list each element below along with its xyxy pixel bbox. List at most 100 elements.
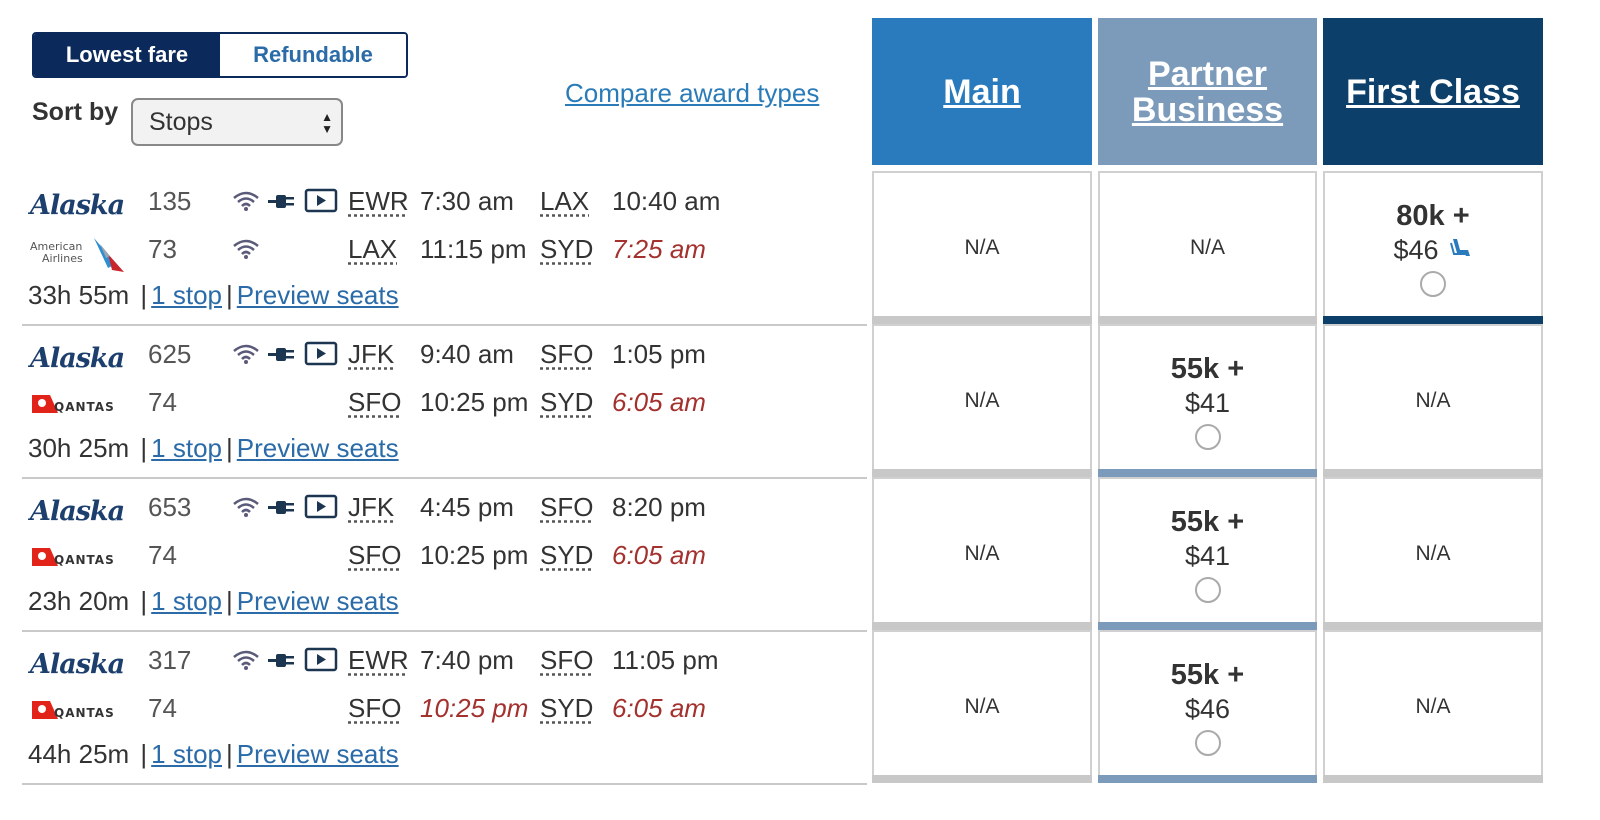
power-icon (266, 343, 298, 365)
departure-airport[interactable]: JFK (348, 339, 395, 369)
amenities (232, 492, 338, 522)
fare-cell-partner: N/A (1098, 171, 1317, 324)
stops-link[interactable]: 1 stop (151, 280, 222, 310)
departure-airport[interactable]: EWR (348, 186, 409, 216)
select-arrows-icon: ▲ ▼ (321, 110, 333, 136)
entertainment-icon (304, 341, 338, 367)
svg-text:Alaska: Alaska (28, 649, 124, 680)
fare-price: $41 (1185, 386, 1230, 420)
arrival-time: 11:05 pm (612, 645, 719, 675)
arrival-airport[interactable]: SFO (540, 492, 594, 522)
fare-cell-first: N/A (1323, 324, 1543, 477)
fare-unavailable: N/A (964, 694, 1000, 718)
fare-cell-main: N/A (872, 171, 1092, 324)
fare-availability-bar (872, 469, 1092, 477)
american-airlines-logo: American Airlines (28, 234, 140, 272)
flight-number: 74 (148, 540, 177, 570)
stops-link[interactable]: 1 stop (151, 433, 222, 463)
flight-row: Alaska. 317 EWR 7:40 pm SFO 11:05 pm QANTAS 74 S… (22, 631, 1547, 785)
fare-cell-partner[interactable]: 55k + $41 (1098, 477, 1317, 630)
wifi-icon (232, 238, 260, 260)
preview-seats-link[interactable]: Preview seats (236, 586, 399, 616)
fare-select-radio[interactable] (1420, 270, 1446, 297)
fare-availability-bar (872, 622, 1092, 630)
svg-text:.: . (115, 670, 117, 676)
svg-text:QANTAS: QANTAS (54, 553, 115, 567)
svg-text:Alaska: Alaska (28, 190, 124, 221)
svg-text:QANTAS: QANTAS (54, 706, 115, 720)
separator: | (226, 586, 233, 616)
svg-text:Airlines: Airlines (42, 252, 83, 265)
departure-airport[interactable]: JFK (348, 492, 395, 522)
fare-cell-partner[interactable]: 55k + $46 (1098, 630, 1317, 783)
svg-text:Alaska: Alaska (28, 343, 124, 374)
wifi-icon (232, 649, 260, 671)
departure-airport[interactable]: EWR (348, 645, 409, 675)
column-header-partner-business[interactable]: Partner Business (1098, 18, 1317, 165)
preview-seats-link[interactable]: Preview seats (236, 433, 399, 463)
fare-unavailable: N/A (1189, 235, 1225, 259)
departure-time: 10:25 pm (420, 693, 529, 723)
flight-number: 135 (148, 186, 192, 216)
fare-unavailable: N/A (964, 541, 1000, 565)
stops-link[interactable]: 1 stop (151, 739, 222, 769)
qantas-logo: QANTAS (28, 540, 140, 574)
arrival-time: 7:25 am (612, 234, 706, 264)
compare-award-types-link[interactable]: Compare award types (565, 78, 820, 108)
arrival-airport[interactable]: SYD (540, 693, 594, 723)
column-header-first-class[interactable]: First Class (1323, 18, 1543, 165)
flight-row: Alaska. 625 JFK 9:40 am SFO 1:05 pm QANTAS 74 SF… (22, 325, 1547, 479)
sort-select-value: Stops (149, 107, 213, 136)
arrival-airport[interactable]: SFO (540, 339, 594, 369)
fare-cell-first[interactable]: 80k + $46 (1323, 171, 1543, 324)
flight-meta: 23h 20m | 1 stop | Preview seats (28, 586, 399, 617)
entertainment-icon (304, 188, 338, 214)
amenities (232, 339, 338, 369)
svg-text:.: . (115, 517, 117, 523)
flight-number: 625 (148, 339, 192, 369)
separator: | (226, 433, 233, 463)
fare-availability-bar (1098, 622, 1317, 630)
fare-select-radio[interactable] (1194, 576, 1221, 603)
fare-price: $46 (1393, 233, 1472, 267)
flight-meta: 30h 25m | 1 stop | Preview seats (28, 433, 399, 464)
stops-link[interactable]: 1 stop (151, 586, 222, 616)
fare-cell-partner[interactable]: 55k + $41 (1098, 324, 1317, 477)
arrival-time: 8:20 pm (612, 492, 706, 522)
fare-price: $41 (1185, 539, 1230, 573)
arrival-airport[interactable]: SFO (540, 645, 594, 675)
fare-cell-main: N/A (872, 324, 1092, 477)
departure-airport[interactable]: LAX (348, 234, 398, 264)
alaska-airlines-logo: Alaska. (27, 647, 140, 681)
lowest-fare-option[interactable]: Lowest fare (34, 34, 220, 76)
preview-seats-link[interactable]: Preview seats (236, 280, 399, 310)
separator: | (226, 280, 233, 310)
arrival-airport[interactable]: LAX (540, 186, 590, 216)
departure-time: 7:40 pm (420, 645, 514, 675)
departure-airport[interactable]: SFO (348, 387, 402, 417)
sort-select[interactable]: Stops ▲ ▼ (131, 98, 343, 146)
column-header-main[interactable]: Main (872, 18, 1092, 165)
preview-seats-link[interactable]: Preview seats (236, 739, 399, 769)
entertainment-icon (304, 494, 338, 520)
arrival-airport[interactable]: SYD (540, 387, 594, 417)
fare-availability-bar (1323, 622, 1543, 630)
arrival-airport[interactable]: SYD (540, 540, 594, 570)
departure-airport[interactable]: SFO (348, 693, 402, 723)
fare-cell-main: N/A (872, 630, 1092, 783)
separator: | (140, 280, 148, 310)
separator: | (226, 739, 233, 769)
fare-unavailable: N/A (1415, 541, 1451, 565)
fare-cell-first: N/A (1323, 630, 1543, 783)
trip-duration: 44h 25m (28, 739, 137, 769)
departure-airport[interactable]: SFO (348, 540, 402, 570)
fare-select-radio[interactable] (1194, 423, 1221, 450)
fare-select-radio[interactable] (1194, 729, 1221, 756)
flight-number: 653 (148, 492, 192, 522)
refundable-option[interactable]: Refundable (220, 34, 406, 76)
fare-miles: 80k + (1396, 199, 1470, 232)
fare-availability-bar (1323, 775, 1543, 783)
arrival-airport[interactable]: SYD (540, 234, 594, 264)
amenities (232, 186, 338, 216)
wifi-icon (232, 190, 260, 212)
